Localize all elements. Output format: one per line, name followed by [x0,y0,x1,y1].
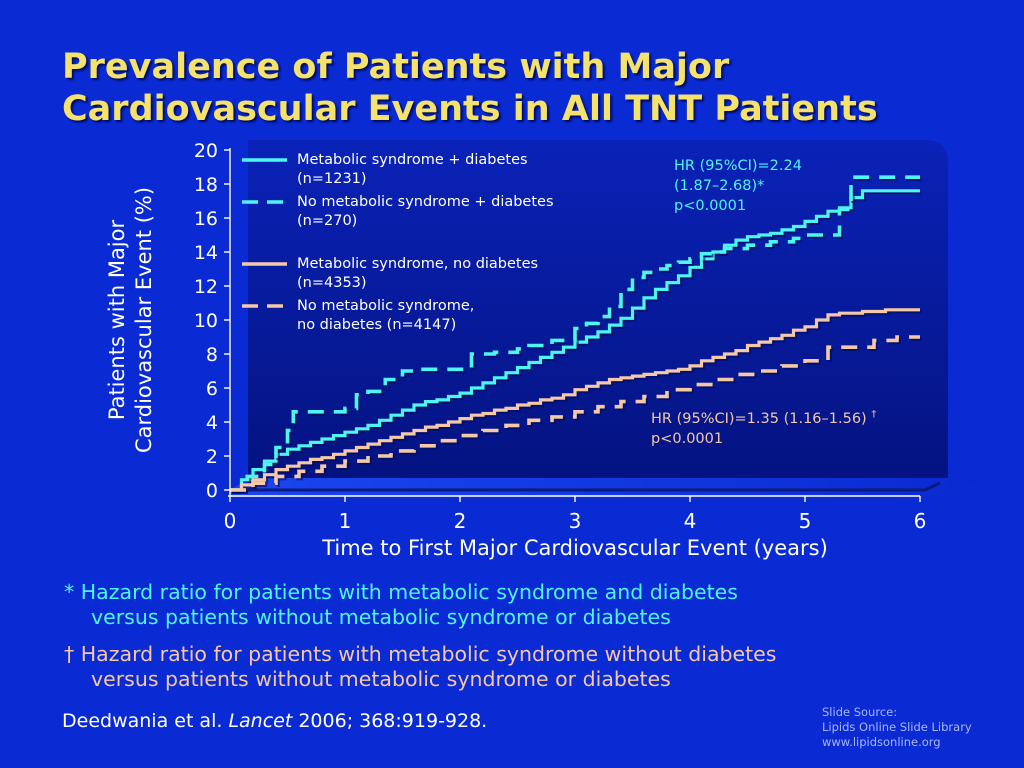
x-axis-label: Time to First Major Cardiovascular Event… [322,536,828,560]
confidence-interval-line: (1.87–2.68)* [674,178,765,194]
legend-entry-1: No metabolic syndrome + diabetes (n=270) [297,193,554,231]
citation-authors: Deedwania et al. [62,710,229,732]
dagger-mark: † [871,409,877,420]
legend-entry-0: Metabolic syndrome + diabetes (n=1231) [297,151,528,189]
citation-details: 2006; 368:919-928. [292,710,488,732]
y-tick-label: 6 [206,378,218,400]
y-tick-label: 4 [206,412,218,434]
x-tick-label: 0 [224,509,237,533]
legend-entry-2: Metabolic syndrome, no diabetes (n=4353) [297,255,538,293]
p-value-line: p<0.0001 [674,198,747,214]
slide-title: Prevalence of Patients with Major Cardio… [62,46,1002,130]
x-tick-label: 5 [799,509,812,533]
slide-title-line1: Prevalence of Patients with Major [62,47,730,87]
legend-label-line2: no diabetes (n=4147) [297,317,457,333]
footnote-line: * Hazard ratio for patients with metabol… [64,580,738,604]
series-shadow-0 [232,191,922,494]
footnote-line: versus patients without metabolic syndro… [91,605,671,629]
y-tick-label: 14 [194,242,218,264]
hazard-ratio-no-diabetes-annotation: HR (95%CI)=1.35 (1.16–1.56) † p<0.0001 [651,405,876,449]
legend-label-line1: Metabolic syndrome, no diabetes [297,256,539,272]
plot-floor-edge [230,481,941,492]
source-line: www.lipidsonline.org [822,735,941,749]
slide-source: Slide Source: Lipids Online Slide Librar… [822,705,972,750]
footnote-dagger: † Hazard ratio for patients with metabol… [64,642,776,692]
legend-label-line1: Metabolic syndrome + diabetes [297,152,528,168]
y-axis-label-line1: Patients with Major [105,219,129,421]
source-line: Slide Source: [822,705,898,719]
hazard-ratio-line: HR (95%CI)=1.35 (1.16–1.56) † [651,405,876,429]
hazard-ratio-text: HR (95%CI)=1.35 (1.16–1.56) [651,410,872,427]
legend-entry-3: No metabolic syndrome, no diabetes (n=41… [297,297,474,335]
legend-label-line1: No metabolic syndrome + diabetes [297,194,554,210]
series-line-3 [230,335,920,492]
y-tick-label: 20 [194,140,218,162]
legend-label-line1: No metabolic syndrome, [297,298,475,314]
source-line: Lipids Online Slide Library [822,720,972,734]
y-tick-label: 0 [206,480,218,502]
legend-label-line2: (n=4353) [297,275,367,291]
series-shadow-1 [232,177,922,494]
y-tick-label: 2 [206,446,218,468]
x-tick-label: 6 [914,509,927,533]
y-tick-label: 12 [194,276,218,298]
y-axis-label: Patients with Major Cardiovascular Event… [96,140,166,500]
p-value-line: p<0.0001 [651,430,724,447]
series-line-0 [230,189,920,492]
x-tick-label: 1 [339,509,352,533]
y-tick-label: 10 [194,310,218,332]
series-shadow-3 [232,337,922,494]
legend-label-line2: (n=270) [297,213,358,229]
y-tick-label: 18 [194,174,218,196]
hazard-ratio-line: HR (95%CI)=2.24 [674,158,802,174]
footnote-line: versus patients without metabolic syndro… [91,667,671,691]
footnote-star: * Hazard ratio for patients with metabol… [64,580,738,630]
plot-floor [228,478,985,497]
y-tick-label: 16 [194,208,218,230]
legend-label-line2: (n=1231) [297,171,367,187]
citation-journal: Lancet [228,710,293,732]
citation: Deedwania et al. Lancet 2006; 368:919-92… [62,710,487,732]
series-line-2 [230,308,920,492]
series-line-1 [230,175,920,492]
footnote-line: † Hazard ratio for patients with metabol… [64,642,777,666]
series-shadow-2 [232,310,922,494]
x-tick-label: 2 [454,509,467,533]
x-tick-label: 3 [569,509,582,533]
slide-title-line2: Cardiovascular Events in All TNT Patient… [62,89,878,129]
y-axis-label-line2: Cardiovascular Event (%) [132,186,156,454]
hazard-ratio-diabetes-annotation: HR (95%CI)=2.24 (1.87–2.68)* p<0.0001 [674,156,802,216]
y-tick-label: 8 [206,344,218,366]
x-tick-label: 4 [684,509,697,533]
